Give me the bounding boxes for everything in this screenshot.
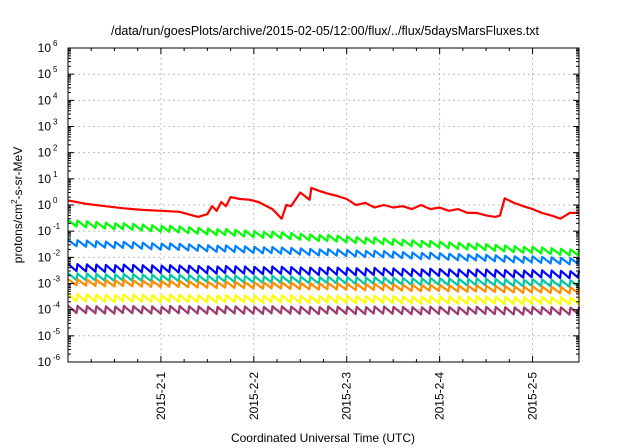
x-tick-label: 2015-2-1 bbox=[154, 372, 168, 420]
x-tick-label: 2015-2-3 bbox=[340, 372, 354, 420]
series-line-2 bbox=[67, 219, 581, 257]
series-line-4 bbox=[67, 262, 581, 280]
series-line-5 bbox=[67, 272, 581, 288]
y-tick-label: 10 0 bbox=[38, 196, 58, 212]
x-tick-label: 2015-2-4 bbox=[433, 372, 447, 420]
y-tick-label: 10 3 bbox=[38, 118, 58, 134]
y-axis-label: protons/cm2-s-sr-MeV bbox=[10, 147, 25, 263]
series-line-7 bbox=[67, 293, 581, 306]
y-tick-label: 10 -2 bbox=[38, 248, 61, 264]
y-tick-label: 10 2 bbox=[38, 144, 58, 160]
series-line-1 bbox=[67, 186, 579, 220]
x-axis-ticks: 2015-2-1 2015-2-2 2015-2-3 2015-2-4 2015-2-5 bbox=[90, 48, 540, 420]
y-axis-label-base: protons/cm bbox=[11, 204, 25, 263]
y-tick-label: 10 -1 bbox=[38, 222, 61, 238]
y-tick-label: 10 -5 bbox=[38, 327, 61, 343]
y-tick-label: 10 1 bbox=[38, 170, 58, 186]
x-tick-label: 2015-2-5 bbox=[526, 372, 540, 420]
y-tick-label: 10 -4 bbox=[38, 301, 61, 317]
y-axis-ticks: 10 -6 10 -5 10 -4 10 -3 10 -2 10 -1 10 0 10 1 10 2 10 3 10 4 1… bbox=[38, 39, 579, 369]
y-axis-label-sup: 2 bbox=[10, 199, 19, 204]
y-tick-label: 10 5 bbox=[38, 65, 58, 81]
y-tick-label: 10 6 bbox=[38, 39, 58, 55]
series-line-8 bbox=[67, 304, 581, 316]
x-axis-label: Coordinated Universal Time (UTC) bbox=[231, 431, 415, 445]
y-tick-label: 10 -3 bbox=[38, 275, 61, 291]
series-line-6 bbox=[67, 278, 581, 295]
x-tick-label: 2015-2-2 bbox=[247, 372, 261, 420]
y-tick-label: 10 -6 bbox=[38, 353, 61, 369]
chart-title: /data/run/goesPlots/archive/2015-02-05/1… bbox=[111, 24, 540, 38]
y-tick-label: 10 4 bbox=[38, 91, 58, 107]
y-axis-label-rest: -s-sr-MeV bbox=[11, 147, 25, 200]
series-layer bbox=[67, 186, 581, 316]
series-line-3 bbox=[67, 238, 581, 266]
